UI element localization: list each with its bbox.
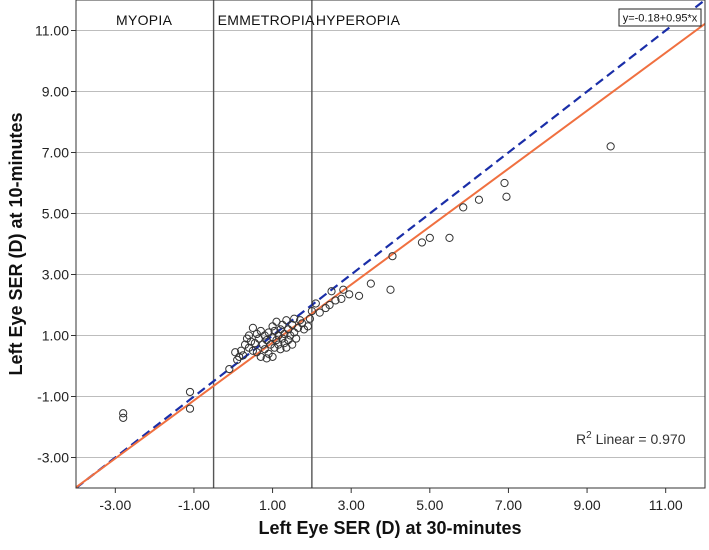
fit-line bbox=[76, 22, 705, 488]
region-labels: MYOPIA EMMETROPIA HYPEROPIA bbox=[116, 12, 401, 28]
data-point bbox=[474, 195, 484, 204]
data-point bbox=[386, 285, 395, 294]
data-point bbox=[235, 352, 244, 361]
data-point bbox=[339, 285, 348, 294]
data-point bbox=[459, 203, 468, 212]
identity-line bbox=[76, 0, 705, 488]
data-point bbox=[305, 314, 315, 323]
x-tick-label: 1.00 bbox=[259, 497, 286, 513]
data-point bbox=[307, 307, 316, 316]
data-point bbox=[119, 409, 128, 418]
data-point bbox=[225, 364, 234, 374]
data-point bbox=[303, 322, 313, 331]
data-point bbox=[366, 279, 375, 288]
y-tick-label: 5.00 bbox=[42, 206, 69, 222]
data-point bbox=[500, 178, 509, 188]
data-point bbox=[315, 308, 324, 317]
plot-frame bbox=[75, 0, 706, 489]
data-point bbox=[268, 352, 277, 361]
data-point bbox=[325, 300, 334, 310]
y-ticks: -3.00 -1.00 1.00 3.00 5.00 7.00 9.00 11.00 bbox=[35, 23, 76, 466]
y-tick-label: 1.00 bbox=[42, 328, 69, 344]
r-squared-label: R2 Linear = 0.970 bbox=[576, 430, 686, 447]
data-point bbox=[244, 331, 254, 340]
x-tick-label: -1.00 bbox=[178, 497, 210, 513]
data-points bbox=[119, 142, 615, 422]
data-point bbox=[502, 192, 511, 201]
fit-equation-box bbox=[618, 8, 702, 27]
x-tick-label: 9.00 bbox=[573, 497, 600, 513]
x-axis-label: Left Eye SER (D) at 30-minutes bbox=[258, 518, 521, 538]
x-tick-label: 3.00 bbox=[338, 497, 365, 513]
region-label: MYOPIA bbox=[116, 12, 173, 28]
data-point bbox=[272, 335, 281, 345]
data-point bbox=[262, 354, 271, 363]
y-tick-label: 11.00 bbox=[35, 23, 69, 39]
data-point bbox=[311, 299, 320, 308]
data-point bbox=[185, 387, 195, 397]
data-point bbox=[276, 345, 285, 354]
y-axis-label: Left Eye SER (D) at 10-minutes bbox=[6, 112, 26, 375]
data-point bbox=[425, 233, 434, 242]
data-point bbox=[288, 340, 297, 349]
data-point bbox=[274, 340, 283, 349]
data-point bbox=[388, 252, 397, 261]
y-tick-label: 3.00 bbox=[42, 267, 69, 283]
data-point bbox=[331, 296, 340, 305]
x-tick-label: 11.00 bbox=[649, 497, 683, 513]
r-squared-r: R bbox=[576, 431, 586, 447]
data-point bbox=[354, 291, 364, 300]
data-point bbox=[606, 142, 615, 151]
data-point bbox=[345, 290, 354, 299]
data-point bbox=[248, 323, 258, 332]
region-label: EMMETROPIA bbox=[218, 12, 315, 28]
x-ticks: -3.00 -1.00 1.00 3.00 5.00 7.00 9.00 11.00 bbox=[99, 488, 683, 513]
y-tick-label: 9.00 bbox=[42, 84, 69, 100]
x-tick-label: 7.00 bbox=[495, 497, 522, 513]
fit-equation: y=-0.18+0.95*x bbox=[623, 13, 698, 25]
data-point bbox=[246, 337, 256, 346]
data-point bbox=[290, 314, 299, 323]
data-point bbox=[256, 352, 265, 361]
y-tick-label: -3.00 bbox=[37, 450, 69, 466]
data-point bbox=[119, 413, 128, 422]
data-point bbox=[337, 294, 346, 303]
data-point bbox=[238, 351, 248, 360]
data-point bbox=[292, 334, 301, 343]
region-label: HYPEROPIA bbox=[316, 12, 401, 28]
data-point bbox=[282, 316, 291, 325]
data-point bbox=[237, 346, 246, 355]
data-point bbox=[445, 233, 454, 242]
r-squared-value: Linear = 0.970 bbox=[592, 431, 686, 447]
data-point bbox=[248, 346, 258, 355]
data-point bbox=[185, 404, 195, 413]
x-tick-label: 5.00 bbox=[416, 497, 443, 513]
data-point bbox=[327, 287, 336, 296]
r-squared-superscript: 2 bbox=[586, 430, 592, 441]
x-tick-label: -3.00 bbox=[99, 497, 131, 513]
region-boundaries bbox=[212, 0, 313, 488]
y-tick-label: -1.00 bbox=[37, 389, 69, 405]
y-tick-label: 7.00 bbox=[42, 145, 69, 161]
data-point bbox=[417, 238, 427, 247]
data-point bbox=[278, 334, 287, 343]
grid bbox=[76, 30, 705, 458]
